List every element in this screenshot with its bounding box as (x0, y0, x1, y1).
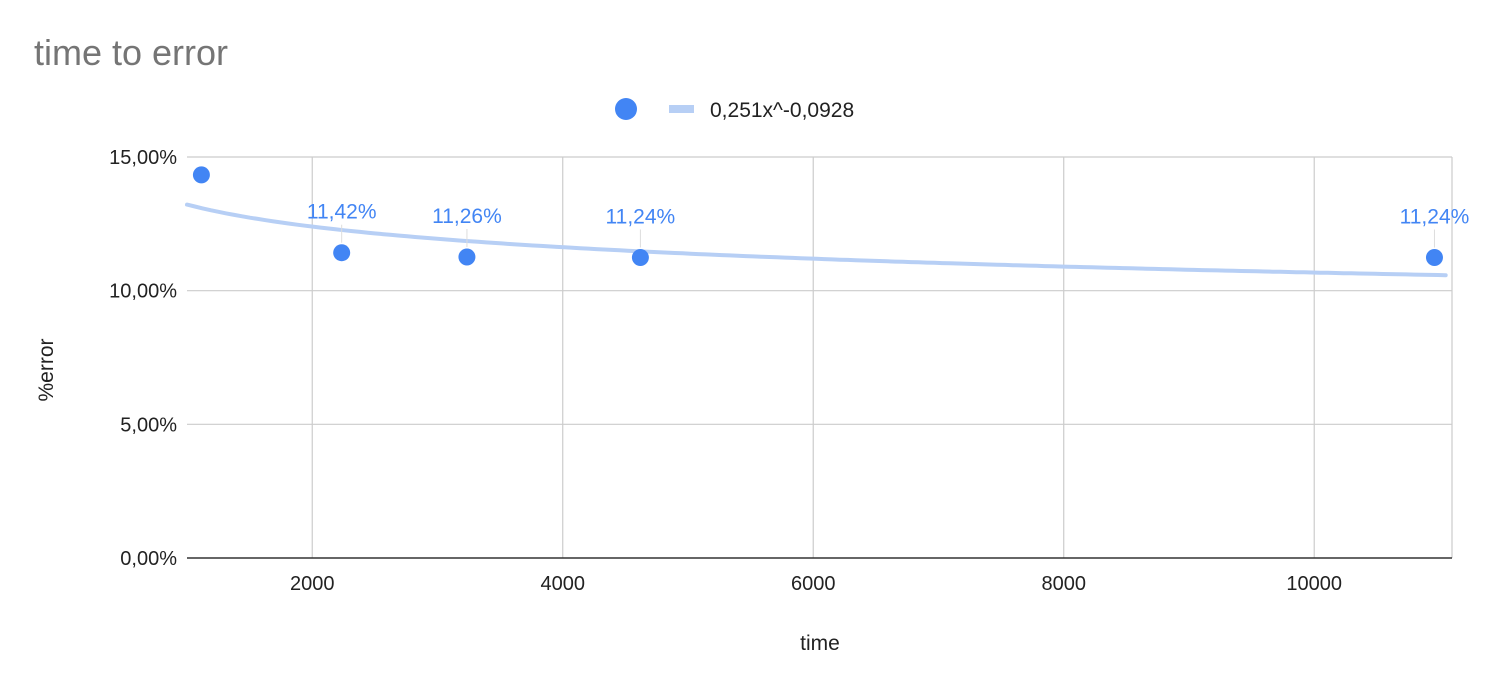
data-label: 11,24% (1400, 206, 1470, 229)
x-tick-label: 10000 (1286, 573, 1342, 595)
y-axis-title: %error (35, 338, 58, 401)
grid (187, 156, 1453, 558)
chart-title: time to error (34, 32, 229, 73)
trendline (185, 202, 1448, 278)
legend-trendline-swatch (669, 105, 694, 113)
data-label: 11,26% (432, 205, 502, 228)
data-point[interactable] (333, 244, 351, 262)
x-axis-title: time (800, 632, 840, 655)
legend-series-marker (615, 98, 637, 120)
data-point[interactable] (192, 166, 210, 184)
x-tick-label: 6000 (791, 573, 836, 595)
data-label: 11,24% (606, 206, 676, 229)
data-point[interactable] (458, 248, 476, 266)
y-tick-label: 10,00% (109, 281, 177, 303)
data-labels: 11,42% 11,26% 11,24% 11,24% (307, 201, 1469, 248)
x-tick-label: 8000 (1041, 573, 1086, 595)
points-layer (192, 166, 1443, 267)
data-point[interactable] (1425, 249, 1443, 267)
data-label: 11,42% (307, 201, 377, 224)
axis-ticks: 0,00% 5,00% 10,00% 15,00% 2000 4000 6000 8000 10… (109, 147, 1452, 595)
trendline-layer (185, 202, 1448, 278)
legend-trendline-label: 0,251x^-0,0928 (710, 99, 854, 122)
y-tick-label: 0,00% (120, 548, 177, 570)
x-tick-label: 2000 (290, 573, 335, 595)
data-point[interactable] (631, 249, 649, 267)
y-tick-label: 5,00% (120, 414, 177, 436)
legend[interactable]: 0,251x^-0,0928 (615, 98, 854, 122)
y-tick-label: 15,00% (109, 147, 177, 169)
x-tick-label: 4000 (540, 573, 585, 595)
